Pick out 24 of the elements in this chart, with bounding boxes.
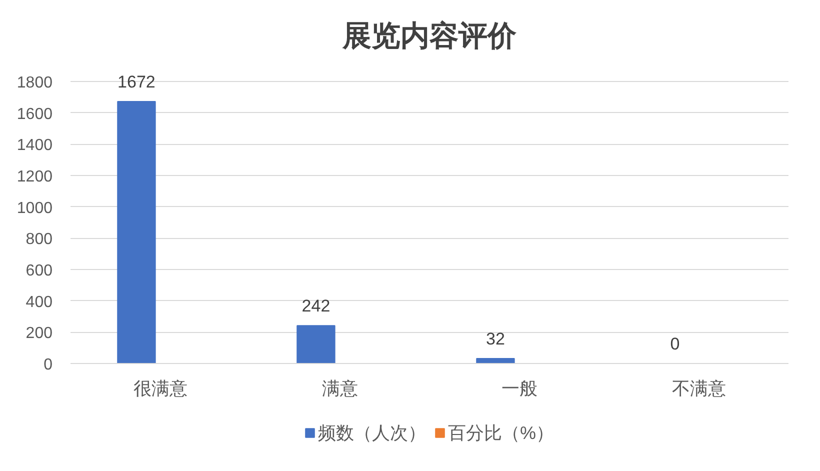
y-tick-label: 200 [26, 325, 53, 342]
x-tick-label: 一般 [501, 378, 538, 398]
y-tick-label: 600 [26, 262, 53, 280]
bar [476, 358, 515, 364]
data-label: 242 [302, 296, 330, 316]
bar [296, 325, 336, 364]
y-tick-label: 1200 [16, 168, 53, 186]
data-label: 0 [670, 334, 680, 354]
y-tick-label: 1000 [16, 200, 53, 217]
chart-title: 展览内容评价 [342, 20, 518, 52]
data-label: 32 [486, 329, 505, 348]
y-tick-label: 1400 [16, 137, 53, 154]
y-tick-label: 0 [44, 356, 53, 374]
x-tick-label: 不满意 [672, 378, 726, 398]
x-tick-label: 满意 [322, 378, 358, 398]
y-tick-label: 400 [26, 294, 53, 311]
bar [117, 101, 156, 364]
data-label: 1672 [118, 72, 156, 92]
x-tick-label: 很满意 [133, 378, 188, 398]
y-tick-label: 800 [26, 231, 53, 248]
y-tick-label: 1600 [16, 106, 53, 123]
y-tick-label: 1800 [16, 74, 53, 92]
legend-label: 百分比（%） [448, 422, 554, 444]
legend-label: 频数（人次） [318, 422, 426, 444]
